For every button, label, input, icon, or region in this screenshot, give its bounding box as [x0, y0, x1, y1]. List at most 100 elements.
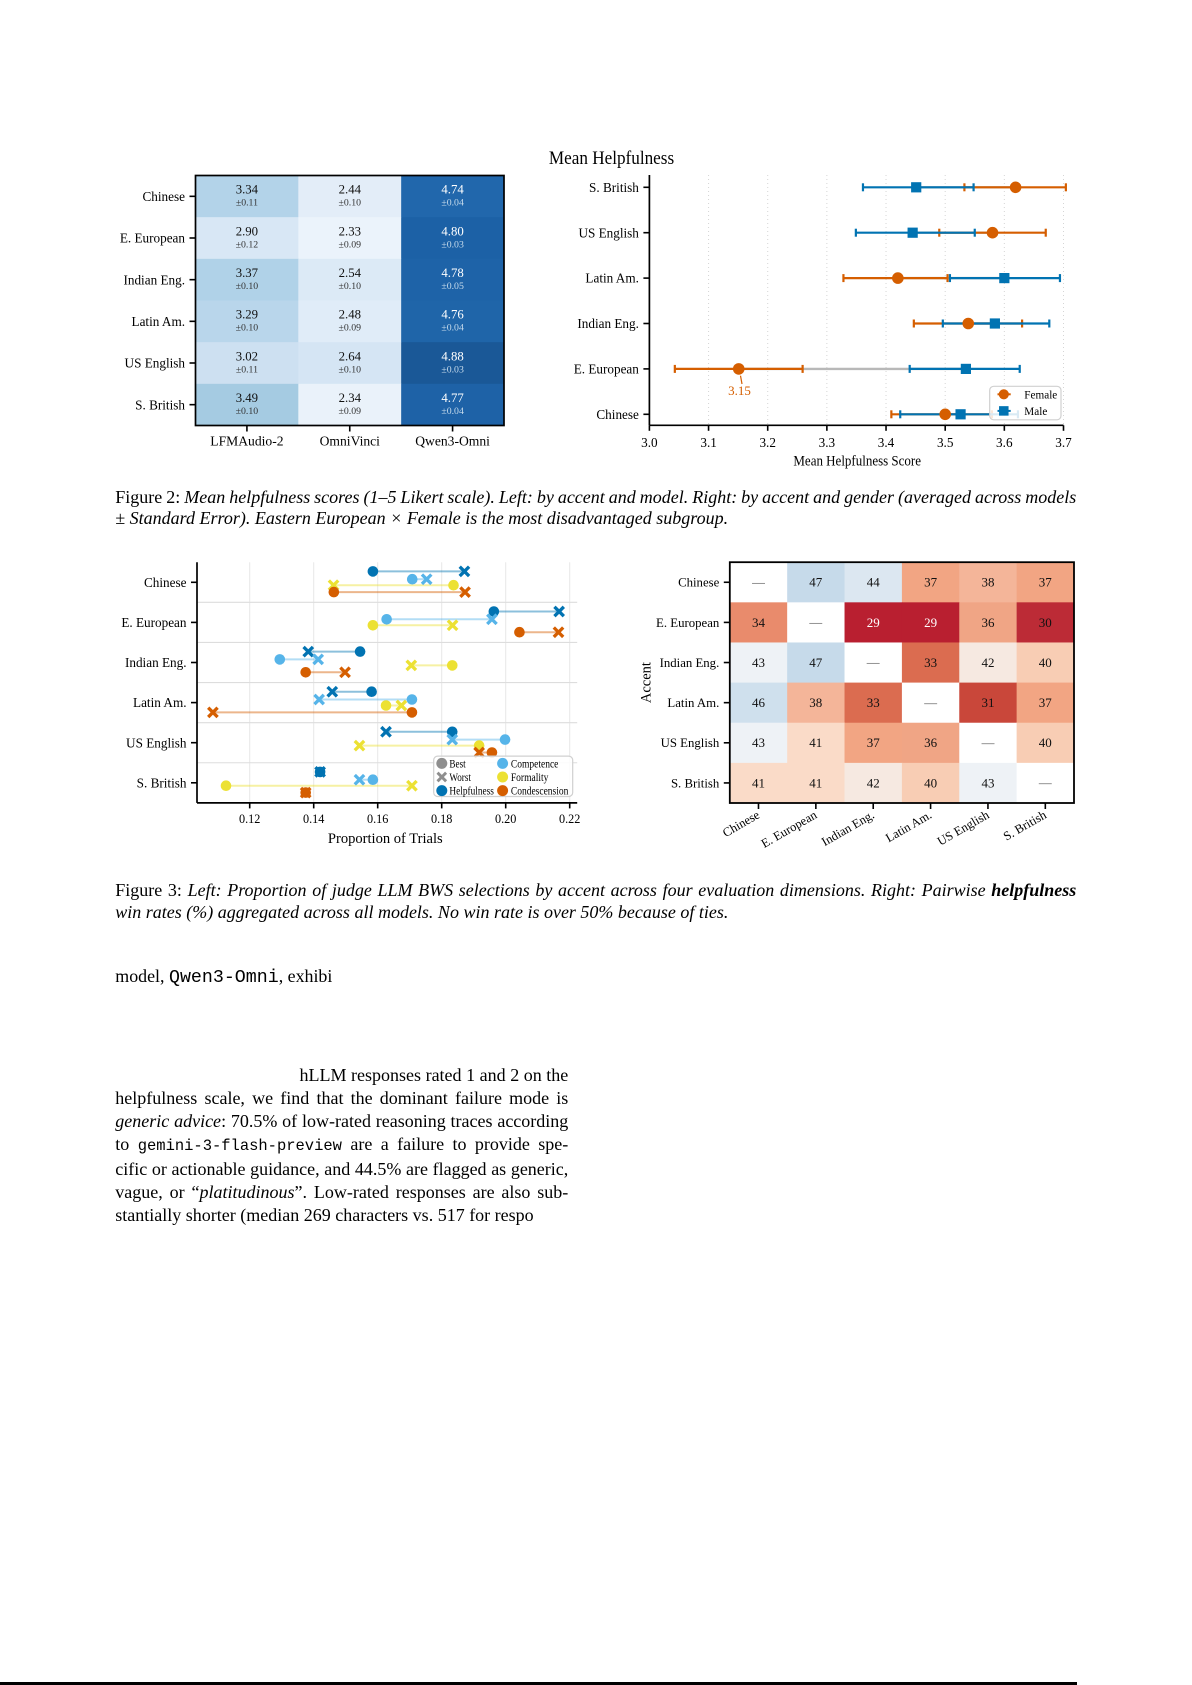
svg-text:37: 37: [1039, 695, 1053, 710]
svg-text:±0.03: ±0.03: [441, 239, 464, 250]
svg-text:Competence: Competence: [511, 758, 559, 770]
svg-text:±0.09: ±0.09: [339, 239, 362, 250]
svg-text:±0.10: ±0.10: [339, 281, 362, 292]
svg-text:—: —: [981, 736, 995, 750]
svg-text:47: 47: [809, 575, 823, 590]
svg-text:3.7: 3.7: [1055, 435, 1072, 450]
svg-text:2.64: 2.64: [339, 349, 362, 363]
svg-text:33: 33: [867, 695, 880, 710]
svg-text:3.37: 3.37: [236, 266, 259, 280]
svg-text:4.88: 4.88: [441, 349, 463, 363]
svg-text:40: 40: [1039, 655, 1052, 670]
svg-text:41: 41: [752, 775, 765, 790]
svg-text:3.02: 3.02: [236, 349, 258, 363]
svg-text:44: 44: [867, 575, 881, 590]
svg-text:±0.11: ±0.11: [236, 364, 258, 375]
svg-text:30: 30: [1039, 615, 1052, 630]
svg-text:3.5: 3.5: [937, 435, 954, 450]
svg-text:Chinese: Chinese: [143, 189, 186, 204]
svg-text:Chinese: Chinese: [720, 807, 762, 839]
svg-text:2.54: 2.54: [339, 266, 362, 280]
svg-text:Qwen3-Omni: Qwen3-Omni: [415, 434, 490, 449]
svg-text:3.2: 3.2: [759, 435, 775, 450]
svg-text:3.4: 3.4: [878, 435, 895, 450]
svg-text:±0.05: ±0.05: [441, 281, 464, 292]
svg-text:3.0: 3.0: [641, 435, 658, 450]
svg-text:±0.11: ±0.11: [236, 198, 258, 209]
svg-text:Indian Eng.: Indian Eng.: [123, 272, 185, 287]
svg-text:Indian Eng.: Indian Eng.: [660, 656, 720, 670]
svg-text:Indian Eng.: Indian Eng.: [577, 316, 639, 331]
svg-text:40: 40: [924, 775, 937, 790]
svg-text:2.34: 2.34: [339, 391, 362, 405]
svg-text:Chinese: Chinese: [144, 575, 187, 590]
svg-text:US English: US English: [935, 807, 992, 848]
svg-text:29: 29: [924, 615, 937, 630]
svg-text:±0.10: ±0.10: [339, 364, 362, 375]
svg-text:34: 34: [752, 615, 766, 630]
svg-text:3.1: 3.1: [700, 435, 716, 450]
svg-text:E. European: E. European: [120, 231, 186, 246]
svg-text:E. European: E. European: [759, 807, 820, 850]
svg-text:US English: US English: [661, 736, 720, 750]
svg-text:0.14: 0.14: [303, 812, 325, 826]
svg-text:4.77: 4.77: [441, 391, 464, 405]
svg-text:Worst: Worst: [449, 772, 471, 784]
svg-text:29: 29: [867, 615, 880, 630]
svg-text:Latin Am.: Latin Am.: [585, 271, 638, 286]
svg-text:3.29: 3.29: [236, 308, 258, 322]
svg-text:43: 43: [982, 775, 995, 790]
svg-text:40: 40: [1039, 735, 1052, 750]
svg-text:2.90: 2.90: [236, 224, 258, 238]
svg-text:E. European: E. European: [121, 615, 187, 630]
svg-text:±0.09: ±0.09: [339, 323, 362, 334]
svg-text:2.33: 2.33: [339, 224, 361, 238]
svg-text:33: 33: [924, 655, 937, 670]
svg-text:±0.10: ±0.10: [339, 198, 362, 209]
svg-text:S. British: S. British: [671, 776, 720, 790]
svg-text:±0.12: ±0.12: [236, 239, 259, 250]
svg-text:0.16: 0.16: [367, 812, 389, 826]
svg-text:Accent: Accent: [639, 662, 655, 703]
svg-text:0.22: 0.22: [559, 812, 580, 826]
svg-text:37: 37: [924, 575, 938, 590]
svg-text:Latin Am.: Latin Am.: [667, 696, 719, 710]
svg-text:S. British: S. British: [1001, 807, 1050, 843]
svg-text:Condescension: Condescension: [511, 786, 569, 798]
svg-text:S. British: S. British: [589, 180, 639, 195]
svg-text:Male: Male: [1024, 406, 1047, 418]
svg-text:0.12: 0.12: [239, 812, 260, 826]
svg-text:43: 43: [752, 735, 765, 750]
svg-text:42: 42: [867, 775, 880, 790]
svg-text:2.44: 2.44: [339, 183, 362, 197]
svg-text:37: 37: [1039, 575, 1053, 590]
svg-text:±0.04: ±0.04: [441, 323, 464, 334]
svg-text:S. British: S. British: [137, 775, 187, 790]
svg-text:3.6: 3.6: [996, 435, 1013, 450]
svg-text:3.3: 3.3: [819, 435, 836, 450]
svg-text:38: 38: [982, 575, 995, 590]
svg-text:Best: Best: [449, 758, 466, 770]
svg-text:E. European: E. European: [574, 362, 640, 377]
svg-text:4.78: 4.78: [441, 266, 463, 280]
svg-text:±0.04: ±0.04: [441, 198, 464, 209]
svg-text:0.18: 0.18: [431, 812, 452, 826]
svg-text:±0.04: ±0.04: [441, 406, 464, 417]
svg-text:37: 37: [867, 735, 881, 750]
svg-text:36: 36: [982, 615, 996, 630]
svg-text:2.48: 2.48: [339, 308, 361, 322]
svg-text:42: 42: [982, 655, 995, 670]
svg-text:Female: Female: [1024, 389, 1057, 401]
svg-text:±0.03: ±0.03: [441, 364, 464, 375]
svg-text:—: —: [808, 616, 822, 630]
svg-text:0.20: 0.20: [495, 812, 516, 826]
svg-text:Indian Eng.: Indian Eng.: [819, 808, 877, 849]
svg-text:—: —: [751, 576, 765, 590]
svg-text:Chinese: Chinese: [678, 576, 720, 590]
svg-text:±0.09: ±0.09: [339, 406, 362, 417]
svg-text:43: 43: [752, 655, 765, 670]
svg-text:US English: US English: [125, 356, 186, 371]
svg-text:3.15: 3.15: [728, 383, 751, 398]
svg-text:4.76: 4.76: [441, 308, 464, 322]
svg-text:Chinese: Chinese: [596, 407, 639, 422]
